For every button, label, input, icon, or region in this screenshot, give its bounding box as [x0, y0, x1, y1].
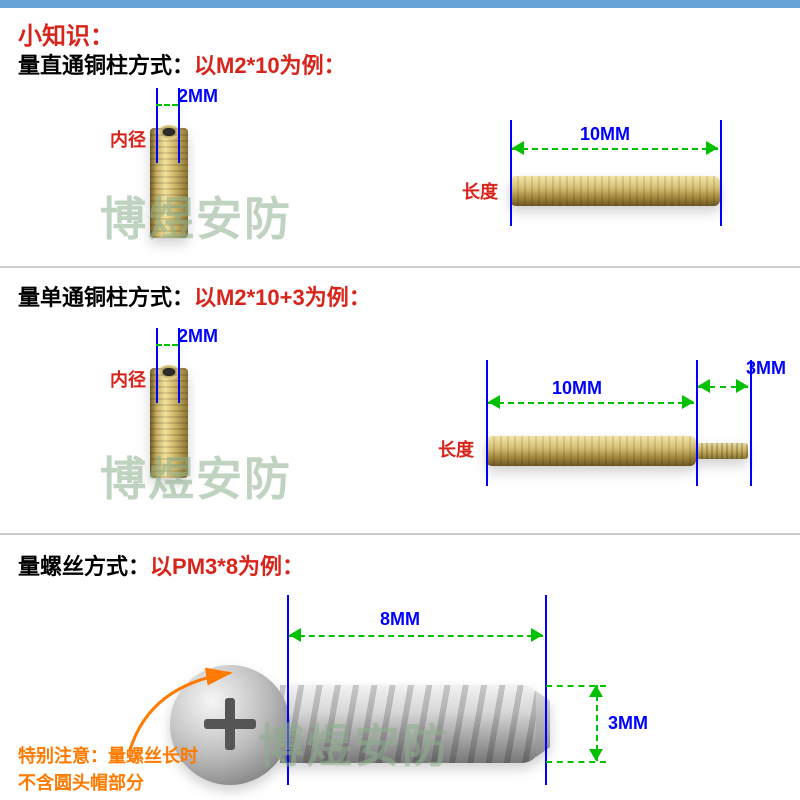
dim-dash: [156, 344, 178, 346]
label-length-1: 长度: [462, 178, 498, 204]
section1-label-black: 量直通铜柱方式：: [18, 53, 194, 78]
arrow-icon: [488, 395, 500, 409]
dim-10mm-1: 10MM: [580, 124, 630, 145]
screw-tip: [536, 691, 550, 757]
watermark: 博煜安防: [100, 443, 292, 509]
arrow-icon: [706, 141, 718, 155]
arrow-icon: [512, 141, 524, 155]
dim-line: [486, 360, 488, 486]
section-straight-standoff: 小知识： 量直通铜柱方式：以M2*10为例： 2MM 内径 10MM 长度 博煜…: [0, 8, 800, 268]
arrow-icon: [698, 379, 710, 393]
dim-3mm-stud: 3MM: [746, 358, 786, 379]
section1-title: 量直通铜柱方式：以M2*10为例：: [18, 48, 346, 80]
arrow-icon: [289, 628, 301, 642]
dim-8mm: 8MM: [380, 609, 420, 630]
section3-label-black: 量螺丝方式：: [18, 554, 150, 579]
dim-2mm-1: 2MM: [178, 86, 218, 107]
screw-note: 特别注意：量螺丝长时 不含圆头帽部分: [18, 743, 198, 797]
label-inner-dia-2: 内径: [110, 366, 146, 392]
dim-line: [156, 328, 158, 403]
dim-3mm-dia: 3MM: [608, 713, 648, 734]
section3-title: 量螺丝方式：以PM3*8为例：: [18, 549, 304, 581]
label-inner-dia-1: 内径: [110, 126, 146, 152]
dim-line: [287, 595, 289, 785]
dim-dash: [488, 402, 694, 404]
section1-label-red: 以M2*10为例：: [194, 53, 346, 78]
section-single-standoff: 量单通铜柱方式：以M2*10+3为例： 2MM 内径 10MM 3MM 长度 博…: [0, 268, 800, 535]
dim-line: [545, 595, 547, 785]
section2-label-red: 以M2*10+3为例：: [194, 285, 371, 310]
arrow-icon: [589, 749, 603, 761]
section2-title: 量单通铜柱方式：以M2*10+3为例：: [18, 280, 371, 312]
arrow-icon: [682, 395, 694, 409]
section3-label-red: 以PM3*8为例：: [150, 554, 304, 579]
dim-dash: [512, 148, 718, 150]
tips-title: 小知识：: [18, 16, 114, 51]
page-root: 小知识： 量直通铜柱方式：以M2*10为例： 2MM 内径 10MM 长度 博煜…: [0, 0, 800, 800]
standoff-horizontal-1: [510, 176, 720, 206]
label-length-2: 长度: [438, 436, 474, 462]
note-line2: 不含圆头帽部分: [18, 770, 198, 797]
dim-line: [510, 120, 512, 226]
header-bar: [0, 0, 800, 8]
dim-2mm-2: 2MM: [178, 326, 218, 347]
section-screw: 量螺丝方式：以PM3*8为例： 8MM 3MM: [0, 535, 800, 798]
standoff-horizontal-2: [486, 436, 696, 466]
section2-label-black: 量单通铜柱方式：: [18, 285, 194, 310]
note-line1: 特别注意：量螺丝长时: [18, 743, 198, 770]
screw-shaft: [280, 685, 540, 763]
dim-line: [720, 120, 722, 226]
dim-dash: [156, 104, 178, 106]
watermark: 博煜安防: [100, 183, 292, 249]
arrow-icon: [531, 628, 543, 642]
dim-line: [156, 88, 158, 163]
arrow-icon: [589, 685, 603, 697]
dim-dash: [546, 761, 606, 763]
dim-dash: [289, 635, 543, 637]
dim-10mm-2: 10MM: [552, 378, 602, 399]
standoff-stud: [696, 443, 748, 459]
arrow-icon: [736, 379, 748, 393]
